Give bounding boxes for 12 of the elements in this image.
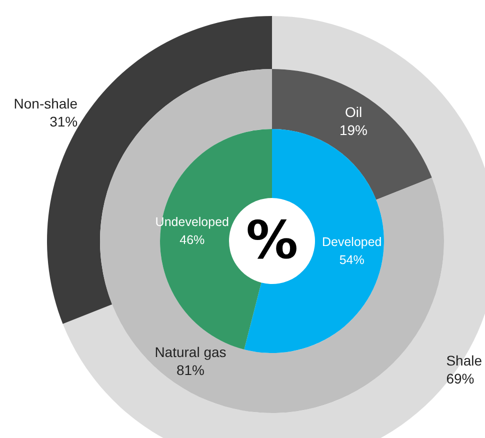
text: % [246, 211, 298, 271]
slice-label: Natural gas [154, 344, 226, 360]
data-label: 54% [339, 253, 364, 268]
slice-label: Developed [322, 235, 382, 250]
slice-label: Shale [446, 352, 482, 369]
slice-label: Oil [344, 104, 362, 120]
data-label: 19% [339, 122, 368, 138]
data-label: 31% [50, 113, 78, 130]
data-label: 81% [176, 362, 205, 378]
data-label: 69% [446, 370, 474, 387]
slice-label: Non-shale [14, 95, 78, 112]
data-label: 46% [180, 232, 205, 247]
